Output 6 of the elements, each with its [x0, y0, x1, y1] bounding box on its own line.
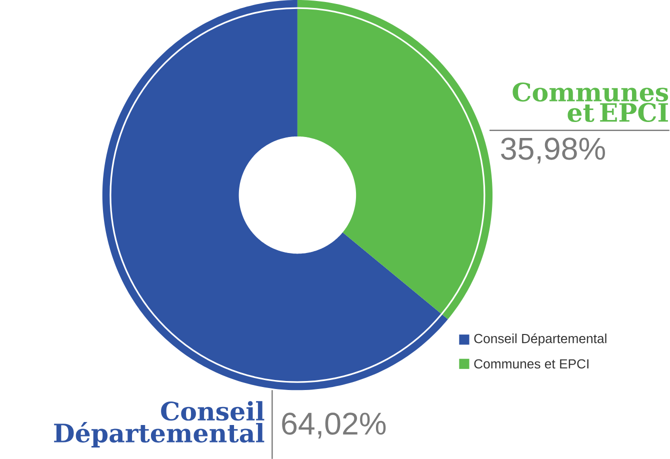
data-label: 64,02%	[282, 412, 386, 438]
slice-label: Communes et EPCI	[512, 82, 668, 122]
data-label: 35,98%	[501, 137, 605, 164]
legend-label: Conseil Départemental	[474, 333, 606, 346]
slice-label: Conseil Départemental	[54, 400, 264, 448]
legend-label: Communes et EPCI	[474, 358, 588, 368]
